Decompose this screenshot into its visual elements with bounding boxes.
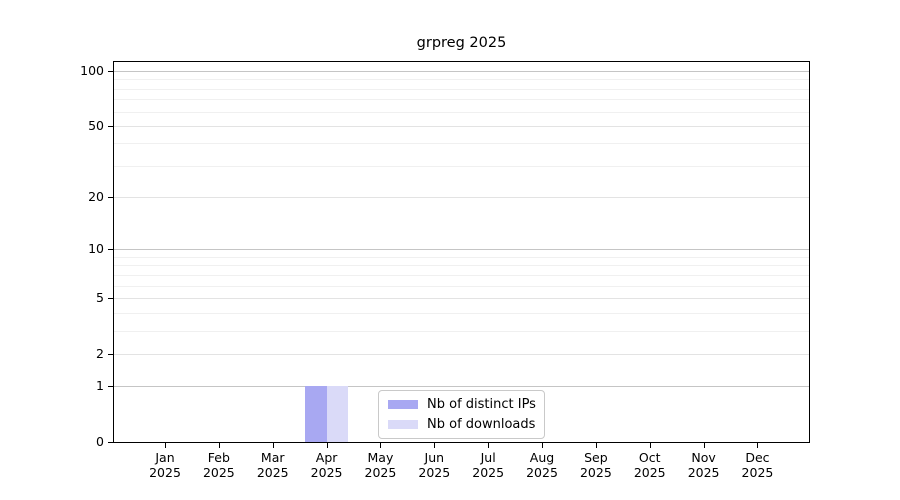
legend-label-distinct-ips: Nb of distinct IPs [427, 397, 536, 412]
y-tick-mark [108, 125, 113, 127]
y-tick-mark [108, 297, 113, 299]
y-tick-label: 5 [96, 289, 104, 305]
gridline-minor [114, 330, 809, 332]
x-tick-year: 2025 [579, 465, 612, 480]
gridline-minor [114, 165, 809, 167]
x-tick-mark [649, 443, 651, 448]
x-tick-month: Mar [260, 450, 285, 465]
y-tick-label: 50 [88, 117, 104, 133]
gridline-major [114, 71, 809, 73]
x-tick-mark [165, 443, 166, 448]
x-tick-month: Nov [691, 450, 716, 465]
x-tick-month: Apr [315, 450, 338, 465]
x-tick-label: May 2025 [348, 450, 412, 480]
gridline-minor [114, 99, 809, 101]
x-tick-label: Feb 2025 [187, 450, 251, 480]
y-tick-label: 100 [80, 63, 104, 79]
x-tick-month: Oct [638, 450, 661, 465]
x-tick-year: 2025 [149, 465, 181, 480]
x-tick-label: Nov 2025 [672, 450, 736, 480]
gridline-major [114, 386, 809, 388]
x-tick-year: 2025 [526, 465, 558, 480]
x-tick-label: Dec 2025 [725, 450, 789, 480]
y-tick-label: 20 [88, 189, 104, 205]
x-tick-mark [380, 443, 382, 448]
gridline-minor [114, 274, 809, 276]
x-tick-mark [326, 443, 328, 448]
x-tick-mark [757, 443, 759, 448]
legend-swatch-downloads [388, 420, 418, 429]
y-tick-mark [108, 442, 113, 443]
x-tick-label: Oct 2025 [618, 450, 682, 480]
legend-label-downloads: Nb of downloads [427, 417, 536, 432]
x-tick-label: Apr 2025 [295, 450, 359, 480]
gridline-minor [114, 111, 809, 113]
legend: Nb of distinct IPs Nb of downloads [378, 390, 545, 439]
y-tick-label: 1 [96, 378, 104, 394]
gridline-minor [114, 312, 809, 314]
x-tick-label: Jun 2025 [402, 450, 466, 480]
x-tick-mark [703, 443, 705, 448]
x-tick-year: 2025 [687, 465, 720, 480]
x-tick-mark [542, 443, 544, 448]
x-tick-mark [488, 443, 490, 448]
x-tick-year: 2025 [256, 465, 289, 480]
x-tick-month: May [367, 450, 394, 465]
gridline-major [114, 125, 809, 127]
y-tick-mark [108, 197, 113, 199]
x-tick-year: 2025 [741, 465, 774, 480]
legend-item-downloads: Nb of downloads [388, 416, 535, 433]
x-tick-year: 2025 [364, 465, 397, 480]
y-tick-mark [108, 386, 113, 388]
x-tick-month: Dec [745, 450, 770, 465]
x-tick-year: 2025 [472, 465, 505, 480]
x-tick-label: Mar 2025 [241, 450, 305, 480]
gridline-major [114, 249, 809, 251]
x-tick-year: 2025 [202, 465, 235, 480]
chart-title: grpreg 2025 [416, 35, 507, 51]
y-tick-mark [108, 353, 113, 355]
gridline-major [114, 297, 809, 299]
x-tick-mark [595, 443, 597, 448]
x-tick-month: Jul [480, 450, 496, 465]
legend-item-distinct-ips: Nb of distinct IPs [388, 396, 536, 413]
x-tick-mark [218, 443, 220, 448]
y-tick-label: 0 [96, 434, 104, 449]
x-tick-year: 2025 [418, 465, 451, 480]
gridline-minor [114, 265, 809, 267]
x-tick-month: Jan [155, 450, 175, 465]
x-tick-year: 2025 [633, 465, 666, 480]
gridline-minor [114, 143, 809, 145]
gridline-major [114, 353, 809, 355]
x-tick-month: Jun [424, 450, 445, 465]
x-tick-month: Feb [207, 450, 230, 465]
y-tick-mark [108, 249, 113, 251]
gridline-minor [114, 88, 809, 90]
x-tick-label: Jul 2025 [456, 450, 520, 480]
bar-downloads-apr [326, 386, 349, 442]
gridline-major [114, 197, 809, 199]
x-tick-month: Sep [584, 450, 608, 465]
gridline-minor [114, 285, 809, 287]
x-tick-month: Aug [529, 450, 555, 465]
x-tick-mark [272, 443, 274, 448]
gridline-minor [114, 79, 809, 81]
plot-area: Nb of distinct IPs Nb of downloads [113, 61, 810, 443]
y-tick-label: 2 [96, 345, 104, 361]
x-tick-mark [434, 443, 436, 448]
bar-distinct-ips-apr [305, 386, 327, 442]
gridline-minor [114, 256, 809, 258]
x-tick-label: Aug 2025 [510, 450, 574, 480]
y-tick-mark [108, 71, 113, 73]
x-tick-label: Jan 2025 [133, 450, 197, 480]
y-tick-label: 10 [88, 241, 104, 257]
x-tick-label: Sep 2025 [564, 450, 628, 480]
x-tick-year: 2025 [310, 465, 343, 480]
legend-swatch-distinct-ips [388, 400, 418, 409]
